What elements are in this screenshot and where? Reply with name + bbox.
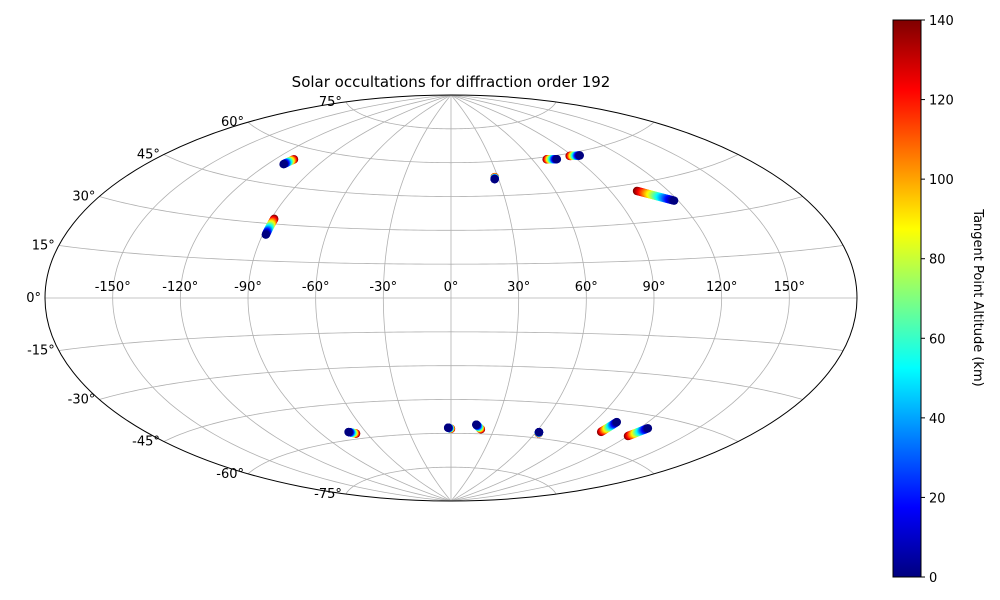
latitude-tick-label: 45° xyxy=(137,148,160,163)
occultation-point xyxy=(612,417,622,427)
parallel-line xyxy=(99,196,803,231)
longitude-tick-label: 0° xyxy=(444,280,459,295)
longitude-tick-labels: -150° -120° -90° -60° -30° 0° 30° 60° 90° 120° 150… xyxy=(95,280,805,295)
latitude-tick-label: 30° xyxy=(72,190,95,205)
latitude-tick-label: -15° xyxy=(27,344,55,359)
occultation-point xyxy=(472,420,481,429)
colorbar-tick-label: 80 xyxy=(929,253,946,268)
occultation-point xyxy=(443,423,453,432)
occultation-point xyxy=(552,155,562,164)
colorbar-tick-label: 100 xyxy=(929,173,954,188)
parallel-line xyxy=(247,432,655,475)
map-boundary xyxy=(44,94,858,502)
parallel-line xyxy=(58,245,844,265)
colorbar-tick-label: 40 xyxy=(929,412,946,427)
latitude-tick-label: 60° xyxy=(221,115,244,130)
longitude-tick-label: 150° xyxy=(774,280,805,295)
occultation-points xyxy=(261,151,679,441)
colorbar-tick-label: 140 xyxy=(929,14,954,29)
occultation-point xyxy=(534,427,544,437)
colorbar-label: Tangent Point Altitude (km) xyxy=(970,208,985,386)
latitude-tick-label: -60° xyxy=(216,467,244,482)
longitude-tick-label: -60° xyxy=(302,280,330,295)
occultation-point xyxy=(575,151,584,160)
latitude-tick-label: -75° xyxy=(314,487,342,502)
longitude-tick-label: 120° xyxy=(706,280,737,295)
colorbar-tick-label: 120 xyxy=(929,94,954,109)
chart-title: Solar occultations for diffraction order… xyxy=(292,73,611,91)
latitude-tick-labels: -75° -60° -45° -30° -15° 0° 15° 30° 45° 60° 75° xyxy=(26,95,342,502)
parallel-line xyxy=(163,399,739,442)
longitude-tick-label: -90° xyxy=(234,280,262,295)
colorbar xyxy=(892,19,922,578)
latitude-tick-label: -30° xyxy=(68,393,96,408)
occultation-point xyxy=(669,196,679,205)
occultation-point xyxy=(490,174,499,184)
longitude-tick-label: 30° xyxy=(507,280,530,295)
occultation-point xyxy=(279,159,288,169)
occultation-point xyxy=(261,230,271,239)
longitude-tick-label: -150° xyxy=(95,280,131,295)
parallel-line xyxy=(247,121,655,164)
longitude-tick-label: -30° xyxy=(369,280,397,295)
parallel-line xyxy=(345,466,557,495)
longitude-tick-label: 90° xyxy=(642,280,665,295)
latitude-tick-label: -45° xyxy=(132,435,160,450)
occultation-point xyxy=(344,427,353,437)
colorbar-ticks: 0 20 40 60 80 100 120 140 xyxy=(921,14,954,586)
latitude-tick-label: 0° xyxy=(26,291,41,306)
colorbar-tick-label: 0 xyxy=(929,571,937,586)
longitude-tick-label: 60° xyxy=(575,280,598,295)
parallel-line xyxy=(99,365,803,400)
parallel-line xyxy=(345,101,557,130)
occultation-point xyxy=(643,424,653,433)
parallel-line xyxy=(58,331,844,351)
latitude-tick-label: 75° xyxy=(319,95,342,110)
parallel-line xyxy=(163,154,739,197)
colorbar-tick-label: 60 xyxy=(929,332,946,347)
latitude-tick-label: 15° xyxy=(32,239,55,254)
colorbar-tick-label: 20 xyxy=(929,491,946,506)
longitude-tick-label: -120° xyxy=(162,280,198,295)
graticule xyxy=(45,95,857,501)
